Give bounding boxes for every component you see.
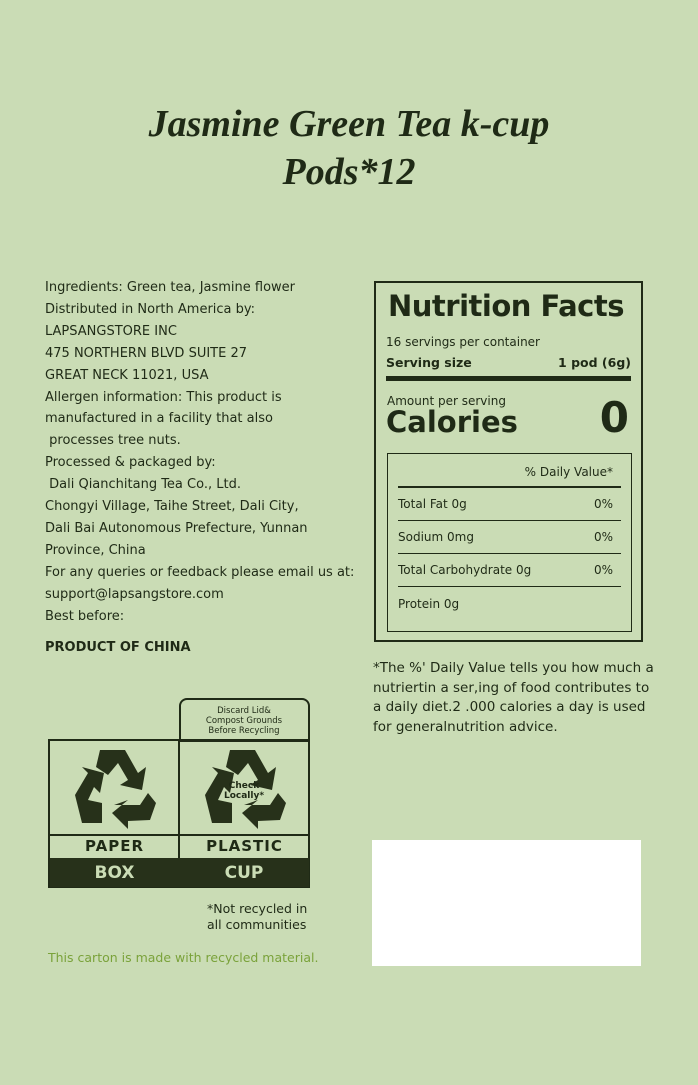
calories-value: 0	[599, 393, 629, 442]
plastic-label: PLASTIC	[206, 837, 283, 855]
carton-note: This carton is made with recycled materi…	[48, 950, 319, 965]
nutrient-label: Total Fat 0g	[398, 497, 467, 511]
serving-size: Serving size 1 pod (6g)	[386, 355, 631, 381]
nutrient-label: Sodium 0mg	[398, 530, 474, 544]
serving-size-value: 1 pod (6g)	[558, 355, 631, 370]
dv-header: % Daily Value*	[398, 454, 621, 488]
nutrient-dv: 0%	[593, 530, 613, 544]
daily-value-footnote: *The %' Daily Value tells you how much a…	[373, 660, 654, 735]
box-label: BOX	[50, 858, 179, 887]
nutrition-heading: Nutrition Facts	[388, 289, 624, 323]
recycle-icon	[205, 750, 286, 829]
origin-label: PRODUCT OF CHINA	[45, 640, 191, 655]
nutrient-row: Protein 0g	[398, 587, 621, 620]
nutrient-dv: 0%	[593, 497, 613, 511]
check-locally-label: Check Locally*	[223, 781, 265, 801]
servings-per-container: 16 servings per container	[386, 335, 540, 349]
not-recycled-note: *Not recycled in all communities	[207, 901, 308, 932]
product-title-line2: Pods*12	[282, 151, 416, 193]
recycle-icon	[75, 750, 156, 829]
calories-label: Calories	[386, 405, 518, 439]
discard-box	[179, 698, 310, 742]
product-info: Ingredients: Green tea, Jasmine flower D…	[45, 280, 355, 624]
dv-header-label: % Daily Value*	[524, 465, 613, 479]
nutrient-dv: 0%	[593, 563, 613, 577]
product-title-line1: Jasmine Green Tea k-cup	[148, 103, 550, 145]
amount-per-serving: Amount per serving	[387, 394, 506, 408]
discard-instruction: Discard Lid& Compost Grounds Before Recy…	[205, 706, 283, 736]
nutrient-row: Total Fat 0g 0%	[398, 488, 621, 521]
divider	[49, 834, 309, 836]
serving-size-label: Serving size	[386, 355, 472, 370]
nutrient-row: Total Carbohydrate 0g 0%	[398, 554, 621, 587]
nutrient-label: Protein 0g	[398, 596, 460, 611]
daily-value-table: % Daily Value* Total Fat 0g 0% Sodium 0mg…	[387, 453, 632, 632]
divider	[178, 740, 180, 858]
nutrient-label: Total Carbohydrate 0g	[398, 563, 532, 577]
nutrition-facts-panel: Nutrition Facts 16 servings per containe…	[374, 281, 643, 642]
paper-label: PAPER	[84, 837, 145, 855]
blank-label-area	[372, 840, 641, 966]
nutrient-row: Sodium 0mg 0%	[398, 521, 621, 554]
cup-label: CUP	[179, 858, 309, 887]
